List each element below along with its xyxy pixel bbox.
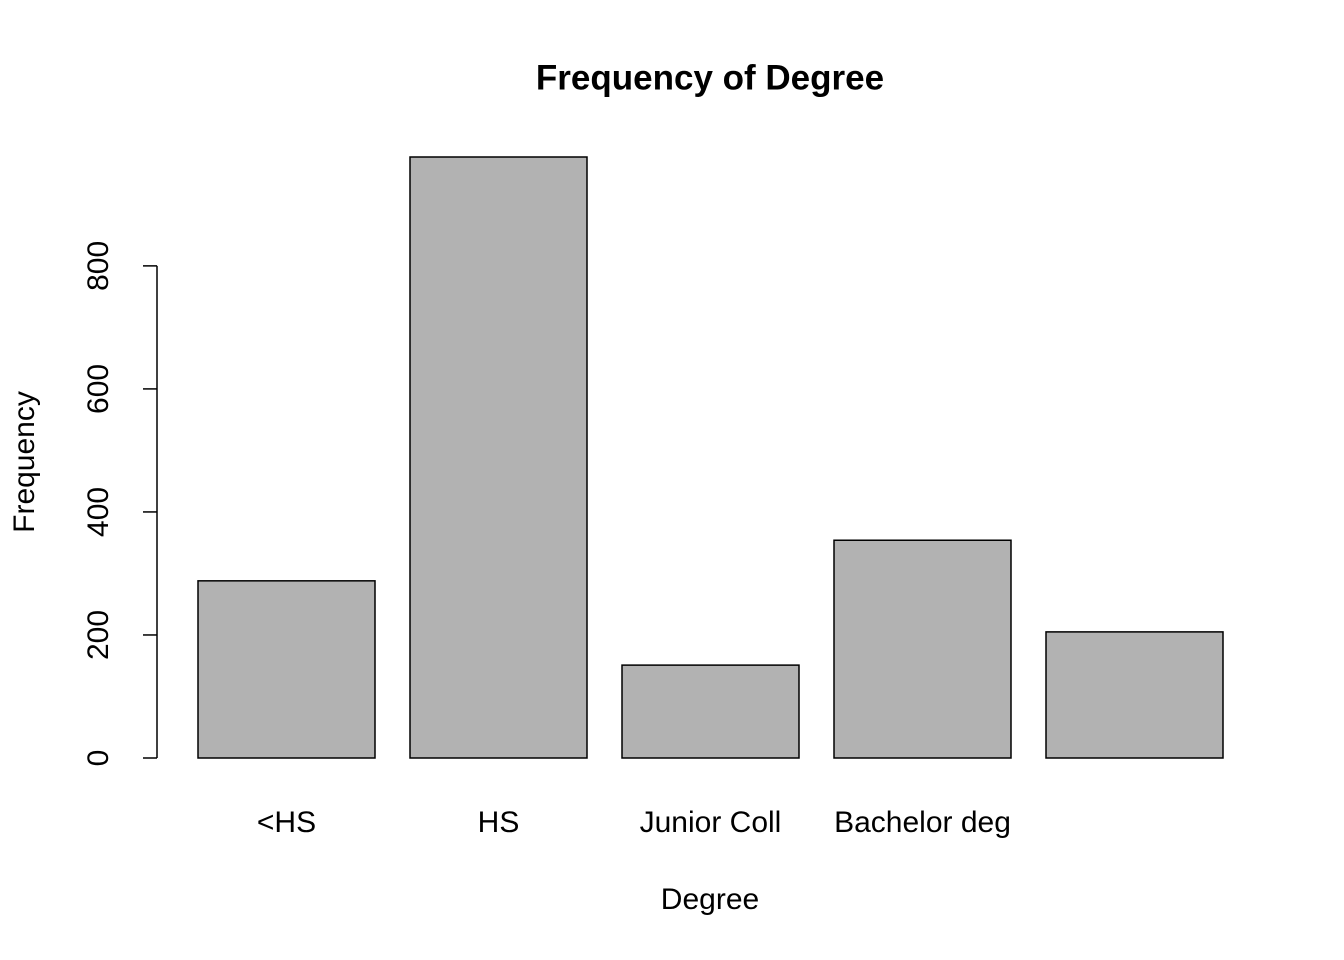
bar xyxy=(197,580,376,759)
bar xyxy=(833,539,1012,759)
y-tick-label: 0 xyxy=(82,750,115,767)
bar xyxy=(621,664,800,759)
y-tick-label: 200 xyxy=(82,610,115,660)
x-tick-label: <HS xyxy=(257,806,316,839)
bar xyxy=(409,156,588,759)
x-tick-label: HS xyxy=(478,806,520,839)
y-tick-label: 600 xyxy=(82,364,115,414)
x-axis-label: Degree xyxy=(661,883,759,916)
y-tick-label: 800 xyxy=(82,241,115,291)
chart-title: Frequency of Degree xyxy=(536,58,884,97)
x-tick-label: Bachelor deg xyxy=(834,806,1011,839)
y-tick-label: 400 xyxy=(82,487,115,537)
x-tick-label: Junior Coll xyxy=(640,806,782,839)
bar xyxy=(1045,631,1224,759)
y-axis-label: Frequency xyxy=(8,391,41,533)
